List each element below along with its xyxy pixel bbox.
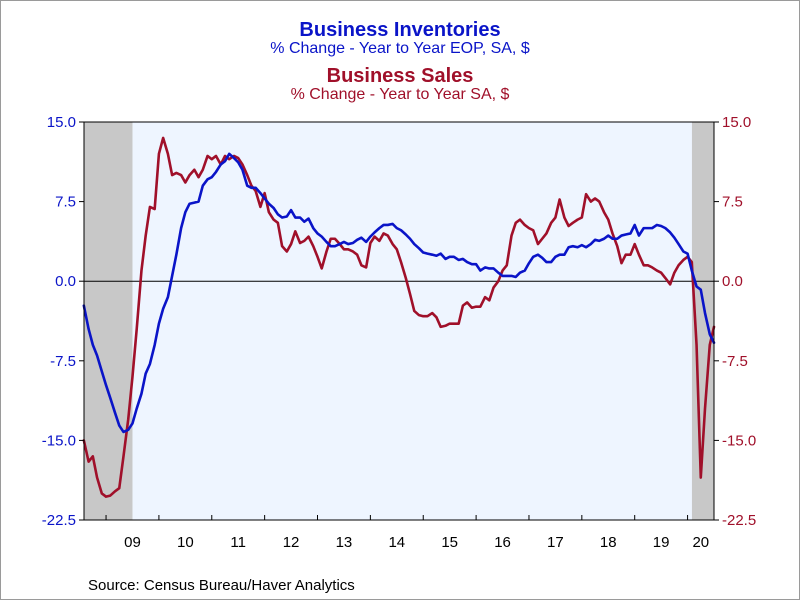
x-tick-label-8: 17 xyxy=(547,534,564,551)
right-tick-label-3: -7.5 xyxy=(722,353,748,370)
x-tick-label-7: 16 xyxy=(494,534,511,551)
axes xyxy=(83,121,715,521)
x-tick-label-9: 18 xyxy=(600,534,617,551)
left-tick-label-3: -7.5 xyxy=(50,353,76,370)
chart-subtitle-inventories: % Change - Year to Year EOP, SA, $ xyxy=(270,40,530,57)
right-tick-label-0: 15.0 xyxy=(722,114,751,131)
series-lines xyxy=(82,136,716,498)
left-tick-label-2: 0.0 xyxy=(55,273,76,290)
x-tick-label-4: 13 xyxy=(336,534,353,551)
x-tick-label-5: 14 xyxy=(388,534,405,551)
right-tick-label-5: -22.5 xyxy=(722,512,756,529)
recession-band-1 xyxy=(691,122,714,520)
x-tick-label-0: 09 xyxy=(124,534,141,551)
x-tick-label-2: 11 xyxy=(230,534,246,551)
chart-subtitle-sales: % Change - Year to Year SA, $ xyxy=(290,86,510,103)
x-tick-label-1: 10 xyxy=(177,534,194,551)
plot-area xyxy=(84,122,714,520)
chart-title-sales: Business Sales xyxy=(326,65,474,87)
tick-labels: 15.0 15.0 7.5 7.5 0.0 0.0 -7.5 -7.5 -15.0 -15.0 -2… xyxy=(42,114,756,551)
x-tick-label-10: 19 xyxy=(653,534,670,551)
source-note: Source: Census Bureau/Haver Analytics xyxy=(88,577,355,594)
right-tick-label-4: -15.0 xyxy=(722,432,756,449)
plot-border xyxy=(83,121,715,521)
series-line-inventories xyxy=(82,152,716,434)
x-tick-label-3: 12 xyxy=(283,534,300,551)
left-tick-label-1: 7.5 xyxy=(55,194,76,211)
chart-title-inventories: Business Inventories xyxy=(299,19,501,41)
left-tick-label-5: -22.5 xyxy=(42,512,76,529)
x-tick-label-6: 15 xyxy=(441,534,458,551)
plot-background xyxy=(84,122,714,520)
left-tick-label-4: -15.0 xyxy=(42,432,76,449)
x-tick-label-11: 20 xyxy=(692,534,709,551)
series-line-sales xyxy=(82,136,716,498)
right-tick-label-1: 7.5 xyxy=(722,194,743,211)
left-tick-label-0: 15.0 xyxy=(47,114,76,131)
right-tick-label-2: 0.0 xyxy=(722,273,743,290)
